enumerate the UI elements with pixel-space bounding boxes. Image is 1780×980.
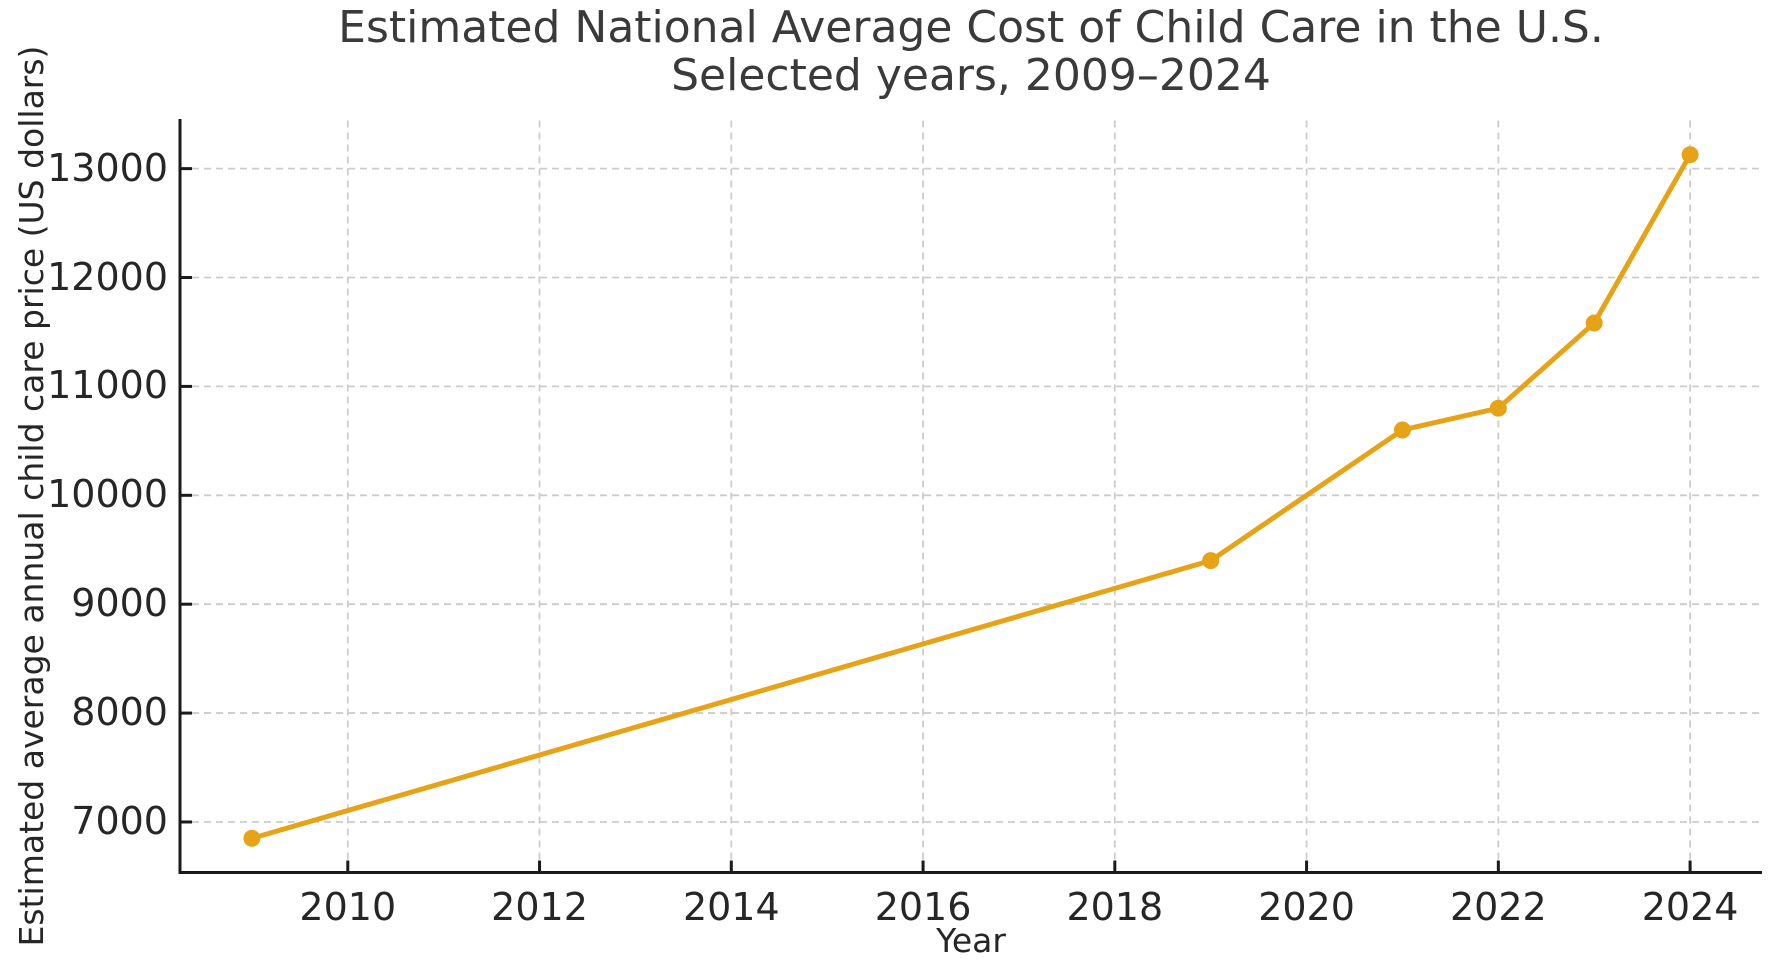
- data-point-2009: [243, 829, 261, 847]
- x-tick-label-2014: 2014: [682, 884, 780, 929]
- y-tick-label-13000: 13000: [47, 145, 168, 190]
- data-point-2019: [1202, 552, 1220, 570]
- chart-title-block: Estimated National Average Cost of Child…: [180, 4, 1762, 100]
- y-tick-label-10000: 10000: [47, 472, 168, 517]
- chart-subtitle: Selected years, 2009–2024: [671, 49, 1271, 101]
- x-tick-label-2022: 2022: [1449, 884, 1547, 929]
- y-tick-label-12000: 12000: [47, 254, 168, 299]
- x-axis-label: Year: [936, 921, 1006, 960]
- y-tick-label-9000: 9000: [71, 581, 168, 626]
- data-point-2024: [1681, 146, 1699, 164]
- y-tick-label-7000: 7000: [71, 798, 168, 843]
- y-tick-label-11000: 11000: [47, 363, 168, 408]
- x-tick-label-2024: 2024: [1641, 884, 1739, 929]
- x-tick-label-2012: 2012: [491, 884, 588, 929]
- x-tick-label-2018: 2018: [1066, 884, 1164, 929]
- x-tick-label-2016: 2016: [874, 884, 972, 929]
- chart-title: Estimated National Average Cost of Child…: [338, 2, 1604, 53]
- x-tick-label-2020: 2020: [1258, 884, 1355, 929]
- x-tick-label-2010: 2010: [299, 884, 397, 929]
- data-point-2023: [1585, 314, 1603, 332]
- y-tick-label-8000: 8000: [71, 690, 168, 735]
- data-point-2022: [1489, 399, 1507, 417]
- data-point-2021: [1393, 421, 1411, 439]
- series-line: [249, 152, 1693, 841]
